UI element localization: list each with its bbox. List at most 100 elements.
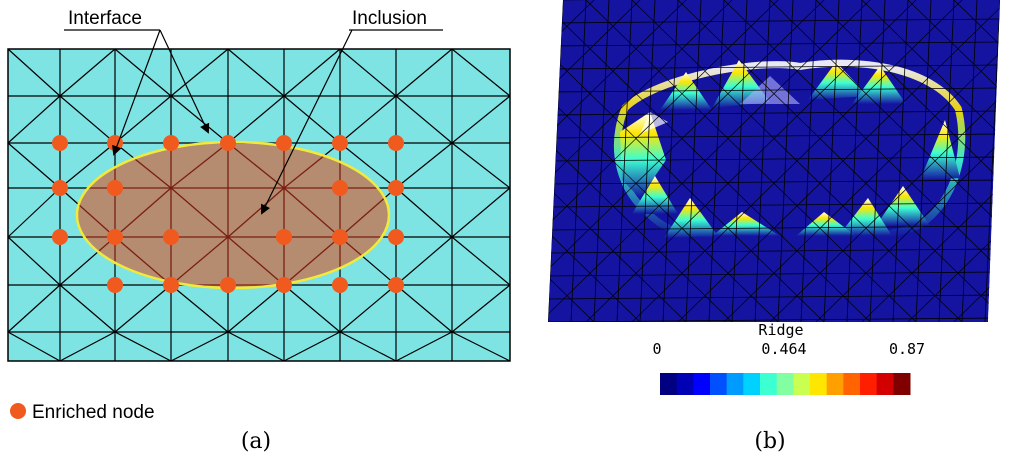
mesh-line: [227, 187, 285, 238]
ridge-mesh-line: [999, 0, 1000, 322]
legend-enriched-node-label: Enriched node: [32, 402, 155, 423]
ridge-mesh-line: [769, 0, 1000, 322]
mesh-line: [283, 331, 341, 362]
ridge-mesh-line: [999, 0, 1000, 322]
colorbar-swatch: [810, 373, 828, 395]
enriched-node: [107, 229, 123, 245]
panel-a: Interface Inclusion Enriched node (a): [7, 8, 511, 454]
enriched-node: [107, 277, 123, 293]
enriched-node: [163, 229, 179, 245]
mesh-line: [59, 284, 116, 333]
caption-a: (a): [241, 429, 271, 454]
ridge-mesh-line: [548, 110, 1000, 116]
enriched-node: [276, 277, 292, 293]
mesh-line: [395, 187, 453, 238]
inclusion-arrow: [261, 29, 353, 215]
mesh-line: [395, 48, 453, 97]
ridge-mesh-line: [548, 202, 1000, 208]
mesh-line: [283, 187, 341, 238]
mesh-line: [227, 236, 285, 286]
mesh-line: [170, 95, 229, 144]
mesh-line: [227, 48, 285, 97]
ridge-mesh-line: [548, 0, 641, 322]
mesh-line: [170, 236, 229, 286]
inclusion-label: Inclusion: [352, 8, 427, 29]
legend-enriched-node-marker: [10, 403, 26, 419]
caption-b: (b): [754, 429, 785, 454]
mesh-line: [339, 142, 397, 189]
ridge-mesh-line: [548, 271, 1000, 277]
ridge-mesh-line: [731, 0, 748, 322]
enriched-node: [220, 135, 236, 151]
enriched-nodes: [52, 135, 404, 293]
mesh-line: [7, 48, 61, 97]
interface-label: Interface: [68, 8, 142, 29]
mesh-line: [114, 236, 172, 286]
mesh-line: [451, 236, 511, 286]
mesh-line: [170, 48, 229, 97]
mesh-line: [170, 187, 229, 238]
mesh-line: [339, 331, 397, 362]
colorbar-swatch: [693, 373, 711, 395]
ridge-mesh-line: [685, 0, 702, 322]
mesh-line: [227, 142, 285, 189]
mesh-line: [59, 95, 116, 144]
colorbar-swatch: [676, 373, 694, 395]
ridge-mesh-line: [708, 0, 725, 322]
colorbar-swatch: [876, 373, 894, 395]
enriched-node: [388, 135, 404, 151]
ridge-mesh-line: [662, 0, 679, 322]
mesh-line: [227, 331, 285, 362]
enriched-node: [163, 135, 179, 151]
inclusion-region: [75, 140, 391, 290]
ridge-mesh: [548, 0, 1000, 322]
enriched-node: [220, 277, 236, 293]
mesh-line: [395, 142, 453, 189]
ridge-mesh-line: [548, 317, 1000, 322]
mesh-line: [114, 48, 172, 97]
ridge-mesh-line: [846, 0, 863, 322]
ridge-mesh-line: [616, 0, 633, 322]
ridge-mesh-line: [815, 0, 1000, 322]
ridge-mesh-line: [907, 0, 1000, 322]
mesh-line: [114, 284, 172, 333]
enriched-node: [276, 135, 292, 151]
enriched-node: [52, 229, 68, 245]
mesh-line: [451, 331, 511, 362]
colorbar-tick-max: 0.87: [889, 340, 925, 358]
ridge-mesh-line: [861, 0, 1000, 322]
panel-b: Ridge 0 0.464 0.87 (b): [548, 0, 1000, 454]
ridge-mesh-line: [548, 294, 1000, 300]
interface-arrow-1: [159, 29, 210, 134]
colorbar-swatch: [826, 373, 844, 395]
ridge-mesh-line: [548, 179, 1000, 185]
colorbar-swatch: [793, 373, 811, 395]
mesh-line: [283, 284, 341, 333]
colorbar-swatch: [710, 373, 728, 395]
mesh-line: [227, 284, 285, 333]
colorbar-swatch: [776, 373, 794, 395]
enriched-node: [388, 180, 404, 196]
colorbar: [660, 373, 911, 395]
mesh-line: [7, 187, 61, 238]
mesh-line: [170, 331, 229, 362]
enriched-node: [276, 229, 292, 245]
ridge-mesh-line: [892, 0, 909, 322]
ridge-mesh-line: [677, 0, 1000, 322]
ridge-mesh-line: [548, 0, 687, 322]
mesh-line: [77, 187, 116, 238]
ridge-mesh-line: [585, 0, 917, 322]
ridge-mesh-line: [548, 133, 1000, 139]
ridge-mesh-line: [548, 18, 1000, 24]
colorbar-swatch: [660, 373, 678, 395]
mesh-line: [227, 95, 285, 144]
ridge-mesh-line: [548, 156, 1000, 162]
colorbar-swatch: [893, 373, 911, 395]
mesh-line: [451, 142, 511, 189]
mesh-line: [114, 95, 172, 144]
ridge-mesh-line: [548, 0, 779, 322]
enriched-node: [332, 180, 348, 196]
colorbar-swatch: [860, 373, 878, 395]
ridge-mesh-line: [823, 0, 840, 322]
